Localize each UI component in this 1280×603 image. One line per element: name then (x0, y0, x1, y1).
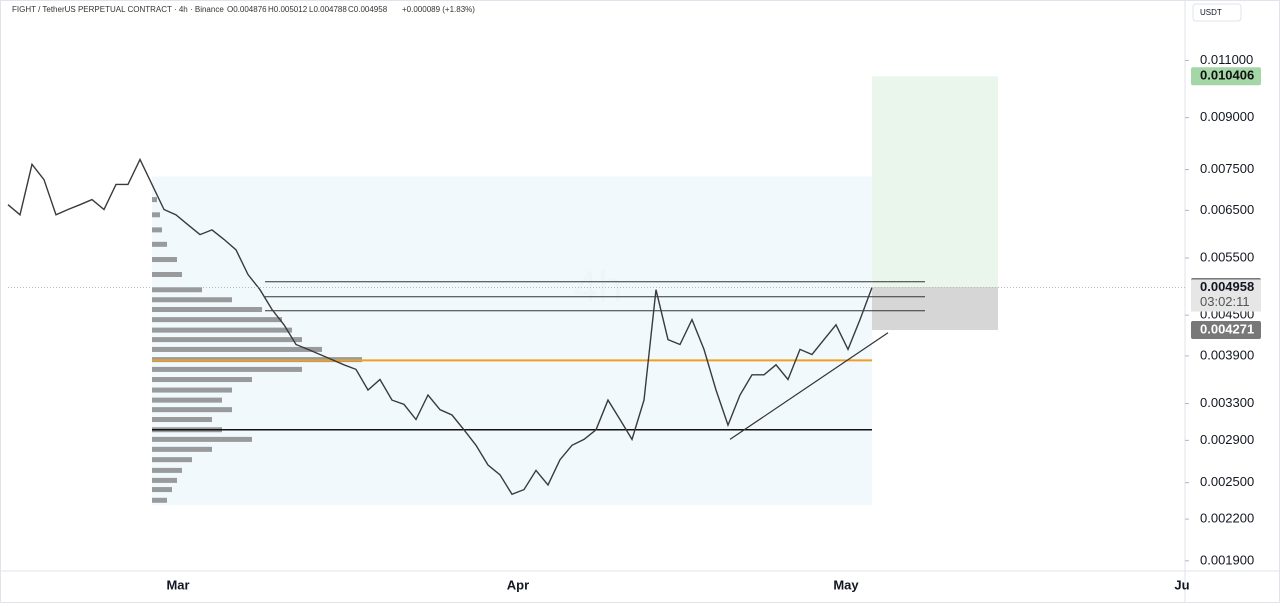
profile-bar (152, 227, 162, 233)
x-tick-label: May (833, 577, 859, 592)
stop-zone (872, 286, 998, 331)
profile-bar (152, 366, 302, 372)
profile-bar (152, 407, 232, 413)
ohlc: O0.004876 (227, 5, 267, 14)
profile-bar (152, 457, 192, 463)
x-tick-label: Apr (507, 577, 529, 592)
ohlc: C0.004958 (348, 5, 388, 14)
profile-bar (152, 377, 252, 383)
y-tick-label: 0.003300 (1200, 395, 1254, 410)
profile-bar (152, 197, 157, 203)
target-badge (1191, 67, 1261, 86)
change: +0.000089 (+1.83%) (402, 5, 475, 14)
profile-bar (152, 417, 212, 423)
y-tick-label: 0.007500 (1200, 161, 1254, 176)
target-badge-label: 0.010406 (1200, 68, 1254, 83)
trend-line (729, 332, 889, 440)
symbol: FIGHT / TetherUS PERPETUAL CONTRACT · 4h… (12, 5, 224, 14)
y-tick-label: 0.009000 (1200, 109, 1254, 124)
profile-bar (152, 327, 292, 333)
profile-bar (152, 446, 212, 452)
stop-badge-label: 0.004271 (1200, 321, 1254, 336)
ohlc: L0.004788 (309, 5, 347, 14)
target-zone (872, 76, 998, 287)
profile-bar (152, 272, 182, 278)
profile-bar (152, 467, 182, 473)
last-price-badge (1191, 279, 1261, 312)
y-tick-label: 0.003900 (1200, 347, 1254, 362)
profile-bar (152, 397, 222, 403)
profile-bar (152, 346, 322, 352)
x-tick-label: Mar (166, 577, 189, 592)
y-tick-label: 0.006500 (1200, 202, 1254, 217)
stop-badge (1191, 321, 1261, 340)
profile-bar (152, 212, 160, 218)
profile-bar (152, 317, 282, 323)
profile-bar (152, 337, 302, 343)
profile-bar (152, 387, 232, 393)
x-tick-label: Ju (1174, 577, 1189, 592)
y-tick-label: 0.005500 (1200, 249, 1254, 264)
profile-bar (152, 477, 177, 483)
profile-bar (152, 241, 167, 247)
profile-bar (152, 436, 252, 442)
y-tick-label: 0.002200 (1200, 511, 1254, 526)
profile-bar (152, 287, 202, 293)
y-tick-label: 0.001900 (1200, 552, 1254, 567)
countdown: 03:02:11 (1200, 294, 1250, 309)
profile-bar (152, 297, 232, 303)
ohlc: H0.005012 (268, 5, 308, 14)
profile-bar (152, 497, 167, 503)
y-tick-label: 0.011000 (1200, 52, 1253, 67)
currency[interactable]: USDT (1200, 8, 1222, 17)
profile-bar (152, 257, 177, 263)
last-price-label: 0.004958 (1200, 279, 1254, 294)
currency-box[interactable] (1192, 3, 1242, 22)
profile-bar (152, 487, 172, 493)
y-tick-label: 0.002500 (1200, 474, 1254, 489)
price-line (7, 157, 873, 496)
profile-bar (152, 307, 262, 313)
y-tick-label: 0.002900 (1200, 432, 1254, 447)
